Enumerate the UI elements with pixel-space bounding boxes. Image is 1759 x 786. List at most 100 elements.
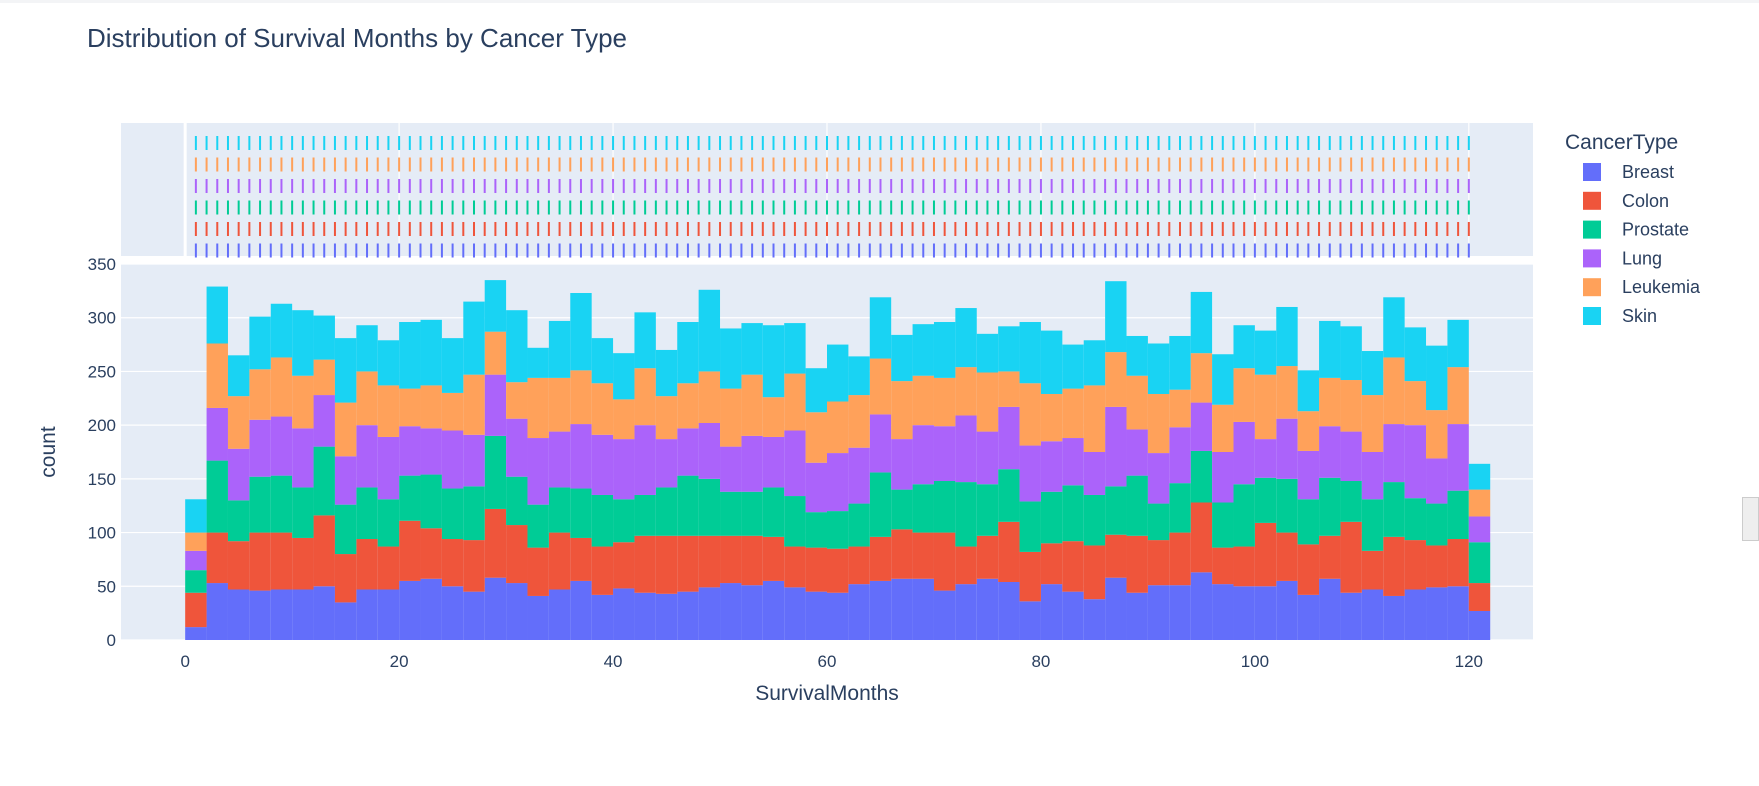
bar-colon[interactable] [527,547,549,596]
bar-prostate[interactable] [848,503,870,547]
bar-leukemia[interactable] [506,382,528,419]
bar-prostate[interactable] [249,476,271,533]
bar-colon[interactable] [998,521,1020,582]
bar-lung[interactable] [1383,424,1405,483]
bar-leukemia[interactable] [677,383,699,429]
bar-leukemia[interactable] [1083,385,1106,452]
bar-skin[interactable] [527,347,549,378]
legend-item-colon[interactable]: Colon [1583,191,1669,211]
bar-lung[interactable] [420,428,442,475]
bar-breast[interactable] [1297,594,1320,640]
bar-prostate[interactable] [677,475,699,536]
bar-breast[interactable] [1147,585,1170,640]
bar-breast[interactable] [848,584,870,640]
bar-colon[interactable] [677,535,699,592]
bar-colon[interactable] [1019,551,1041,602]
bar-prostate[interactable] [1083,494,1106,546]
bar-skin[interactable] [1383,297,1405,358]
bar-prostate[interactable] [185,570,207,593]
bar-lung[interactable] [1190,402,1213,451]
bar-lung[interactable] [1340,431,1362,482]
bar-skin[interactable] [420,319,442,386]
bar-prostate[interactable] [869,472,892,537]
bar-skin[interactable] [591,338,614,384]
bar-colon[interactable] [1040,543,1063,585]
bar-leukemia[interactable] [848,395,870,448]
bar-colon[interactable] [976,535,999,579]
bar-prostate[interactable] [1383,482,1405,537]
bar-lung[interactable] [1297,450,1320,500]
bar-skin[interactable] [206,286,228,344]
bar-breast[interactable] [1276,580,1298,640]
bar-lung[interactable] [655,439,678,488]
bar-breast[interactable] [292,589,314,640]
bar-breast[interactable] [976,578,999,640]
bar-skin[interactable] [1040,330,1063,394]
bar-breast[interactable] [399,580,421,640]
bar-lung[interactable] [1276,418,1298,479]
legend[interactable]: CancerType Breast Colon Prostate Lung Leukem… [1565,131,1701,326]
bar-skin[interactable] [1212,354,1234,405]
bar-colon[interactable] [1361,550,1384,590]
bar-leukemia[interactable] [1447,367,1469,425]
bar-skin[interactable] [570,293,592,371]
bar-colon[interactable] [1062,541,1084,592]
bar-prostate[interactable] [805,512,827,548]
bar-prostate[interactable] [912,484,934,533]
bar-leukemia[interactable] [249,369,271,420]
bar-lung[interactable] [334,456,357,505]
bar-prostate[interactable] [933,481,956,533]
bar-breast[interactable] [463,591,485,640]
bar-lung[interactable] [591,434,614,495]
bar-skin[interactable] [506,310,528,383]
bar-lung[interactable] [720,446,742,492]
bar-leukemia[interactable] [1105,352,1127,407]
bar-colon[interactable] [1468,583,1491,611]
bar-lung[interactable] [869,414,892,473]
bar-lung[interactable] [1212,452,1234,503]
bar-lung[interactable] [762,436,785,488]
bar-leukemia[interactable] [441,392,464,431]
bar-lung[interactable] [677,428,699,476]
bar-skin[interactable] [1062,344,1084,389]
bar-skin[interactable] [762,325,785,398]
bar-prostate[interactable] [1340,481,1362,522]
bar-prostate[interactable] [1040,491,1063,544]
bar-leukemia[interactable] [356,371,378,426]
bar-colon[interactable] [206,532,228,584]
bar-prostate[interactable] [1105,486,1127,535]
bar-breast[interactable] [933,590,956,640]
bar-breast[interactable] [1254,586,1277,640]
bar-leukemia[interactable] [292,375,314,429]
bar-colon[interactable] [185,592,207,628]
bar-prostate[interactable] [377,499,400,547]
bar-colon[interactable] [356,539,378,590]
bar-prostate[interactable] [1190,450,1213,503]
bar-breast[interactable] [206,583,228,640]
bar-lung[interactable] [741,435,763,492]
bar-prostate[interactable] [891,489,913,530]
bar-prostate[interactable] [570,488,592,538]
bar-colon[interactable] [1254,522,1277,587]
side-scroll-handle[interactable] [1742,497,1759,541]
bar-leukemia[interactable] [634,368,656,426]
bar-skin[interactable] [613,353,635,400]
bar-leukemia[interactable] [912,375,934,426]
bar-lung[interactable] [270,416,293,476]
bar-prostate[interactable] [955,482,977,547]
bar-leukemia[interactable] [463,374,485,435]
bar-prostate[interactable] [441,488,464,540]
bar-leukemia[interactable] [1383,357,1405,425]
bar-colon[interactable] [1276,532,1298,581]
bar-leukemia[interactable] [741,374,763,436]
bar-colon[interactable] [933,532,956,591]
bar-prostate[interactable] [1062,485,1084,542]
bar-breast[interactable] [420,578,442,640]
bar-skin[interactable] [1105,281,1127,353]
legend-item-lung[interactable]: Lung [1583,248,1662,268]
bar-lung[interactable] [613,439,635,500]
legend-item-leukemia[interactable]: Leukemia [1583,277,1701,297]
bar-colon[interactable] [805,547,827,592]
bar-leukemia[interactable] [377,385,400,437]
bar-colon[interactable] [548,532,571,590]
